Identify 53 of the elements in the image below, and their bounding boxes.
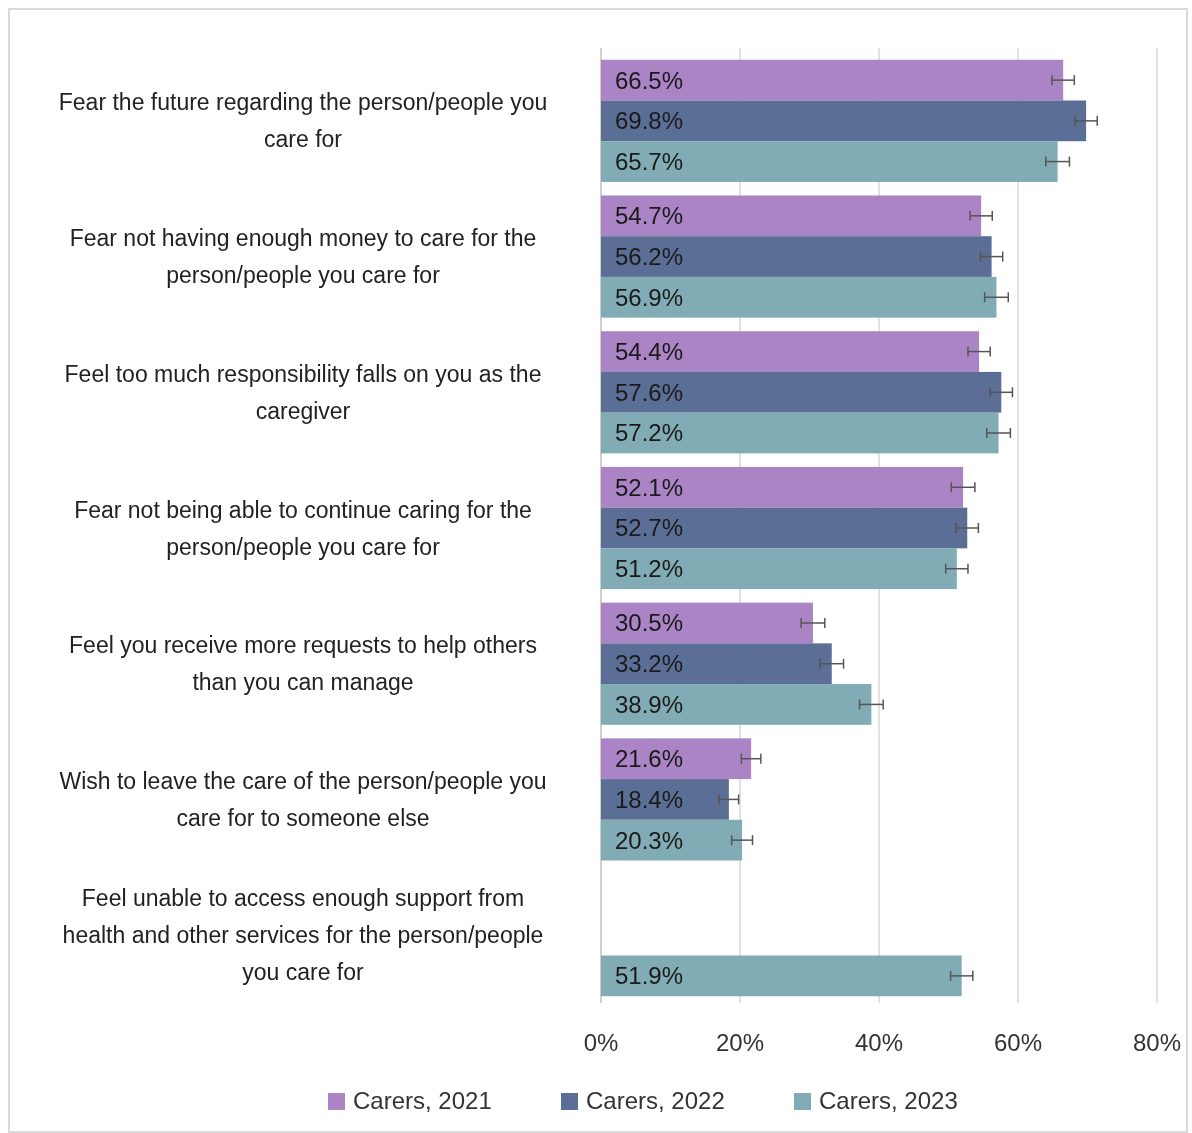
- bar: [601, 819, 743, 861]
- y-tick-label: Feel unable to access enough support from health and other services for the person/people you care for: [62, 885, 544, 986]
- x-tick-label: 20%: [715, 1029, 765, 1056]
- y-tick-label: Feel you receive more requests to help others than you can manage: [69, 632, 537, 696]
- bar: [601, 141, 1058, 182]
- data-label: 51.9%: [615, 962, 684, 990]
- data-label: 57.2%: [615, 419, 684, 447]
- x-tick-label: 0%: [583, 1029, 619, 1056]
- y-tick-label: Fear not being able to continue caring for the person/people you care for: [74, 496, 532, 560]
- data-label: 52.7%: [615, 514, 684, 542]
- bar: [601, 602, 813, 644]
- data-label: 52.1%: [615, 473, 684, 501]
- bar: [601, 779, 729, 820]
- bar: [601, 100, 1087, 142]
- data-label: 57.6%: [615, 378, 684, 406]
- data-label: 51.2%: [615, 555, 684, 583]
- x-tick-label: 80%: [1132, 1029, 1182, 1056]
- bar: [601, 684, 872, 725]
- bar: [601, 236, 992, 277]
- bar: [601, 59, 1064, 101]
- data-label: 56.2%: [615, 242, 684, 270]
- bar: [601, 738, 752, 780]
- data-label: 54.4%: [615, 337, 684, 365]
- bar: [601, 955, 962, 997]
- data-label: 30.5%: [615, 609, 684, 637]
- data-label: 54.7%: [615, 202, 684, 230]
- bar: [601, 643, 832, 685]
- x-tick-label: 40%: [854, 1029, 904, 1056]
- bar: [601, 548, 957, 590]
- bar: [601, 507, 968, 549]
- bar: [601, 466, 964, 508]
- x-tick-label: 60%: [993, 1029, 1043, 1056]
- data-label: 21.6%: [615, 745, 684, 773]
- data-label: 66.5%: [615, 66, 684, 94]
- bar: [601, 412, 999, 454]
- legend-label: Carers, 2022: [586, 1087, 725, 1115]
- data-label: 33.2%: [615, 650, 684, 678]
- bar: [601, 371, 1002, 413]
- bar: [601, 331, 980, 372]
- data-label: 20.3%: [615, 826, 684, 854]
- y-tick-label: Feel too much responsibility falls on you as the caregiver: [64, 360, 542, 424]
- bar: [601, 195, 982, 237]
- y-tick-label: Fear the future regarding the person/people you care for: [58, 89, 548, 153]
- data-label: 18.4%: [615, 785, 684, 813]
- bar: [601, 276, 997, 318]
- data-label: 65.7%: [615, 147, 684, 175]
- y-tick-label: Wish to leave the care of the person/people you care for to someone else: [59, 767, 547, 831]
- legend-label: Carers, 2023: [819, 1087, 958, 1115]
- data-label: 56.9%: [615, 283, 684, 311]
- data-label: 69.8%: [615, 107, 684, 135]
- y-tick-label: Fear not having enough money to care for the person/people you care for: [69, 225, 537, 289]
- legend-label: Carers, 2021: [353, 1087, 492, 1115]
- data-label: 38.9%: [615, 690, 684, 718]
